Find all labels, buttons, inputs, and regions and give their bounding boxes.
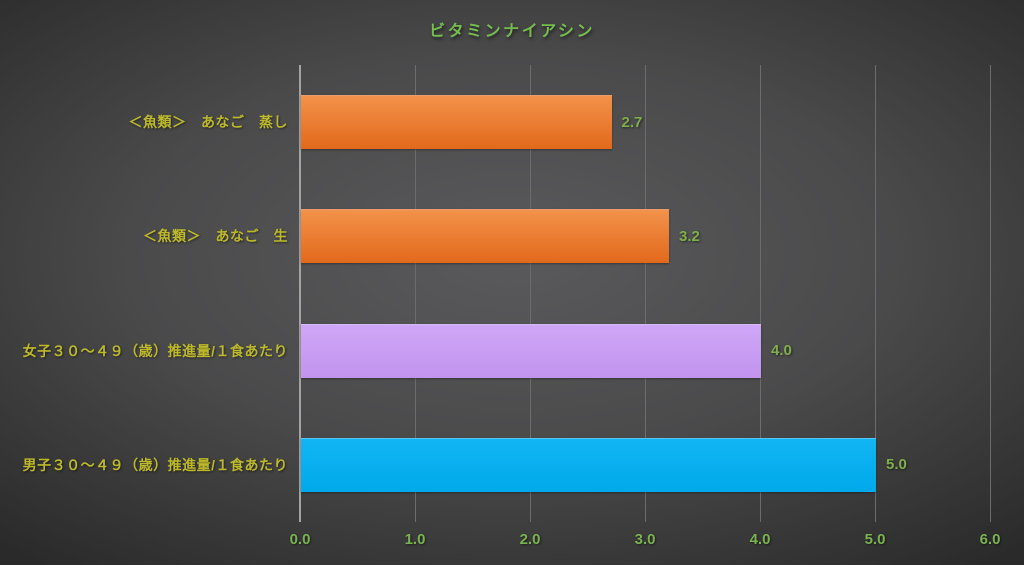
- value-label: 5.0: [886, 456, 907, 474]
- bar[interactable]: [301, 323, 761, 378]
- x-axis-tick-label: 4.0: [749, 531, 771, 548]
- category-label: 男子３０～４９（歳）推進量/１食あたり: [22, 456, 288, 473]
- category-label: ＜魚類＞ あなご 蒸し: [128, 114, 288, 131]
- bar-row: 男子３０～４９（歳）推進量/１食あたり 5.0: [23, 408, 990, 522]
- category-label: ＜魚類＞ あなご 生: [143, 228, 288, 245]
- gridline: [760, 65, 761, 522]
- value-label: 4.0: [771, 342, 792, 360]
- category-label: 女子３０～４９（歳）推進量/１食あたり: [22, 342, 288, 359]
- y-axis-line: [299, 65, 301, 522]
- gridline: [530, 65, 531, 522]
- x-axis-tick-label: 5.0: [864, 531, 886, 548]
- gridline: [645, 65, 646, 522]
- x-axis-tick-label: 6.0: [979, 531, 1001, 548]
- bar-row: 女子３０～４９（歳）推進量/１食あたり 4.0: [23, 294, 990, 408]
- x-axis: 0.0 1.0 2.0 3.0 4.0 5.0 6.0: [290, 531, 1001, 553]
- x-axis-tick-label: 3.0: [634, 531, 656, 548]
- x-axis-tick-label: 1.0: [404, 531, 426, 548]
- value-label: 2.7: [621, 113, 643, 131]
- gridline: [875, 65, 876, 522]
- gridline: [990, 65, 991, 522]
- x-axis-tick-label: 0.0: [289, 531, 311, 548]
- bar-row: ＜魚類＞ あなご 生 3.2: [143, 179, 990, 293]
- bar-row: ＜魚類＞ あなご 蒸し 2.7: [129, 65, 990, 179]
- bar[interactable]: [301, 95, 612, 150]
- value-label: 3.2: [679, 227, 700, 245]
- bar[interactable]: [301, 437, 876, 492]
- x-axis-tick-label: 2.0: [519, 531, 541, 548]
- gridline: [415, 65, 416, 522]
- chart-title: ビタミンナイアシン: [429, 23, 595, 40]
- bar[interactable]: [301, 209, 669, 264]
- plot-area: ＜魚類＞ あなご 蒸し 2.7 ＜魚類＞ あなご 生 3.2 女子３０～４９（歳）推進量…: [23, 65, 991, 522]
